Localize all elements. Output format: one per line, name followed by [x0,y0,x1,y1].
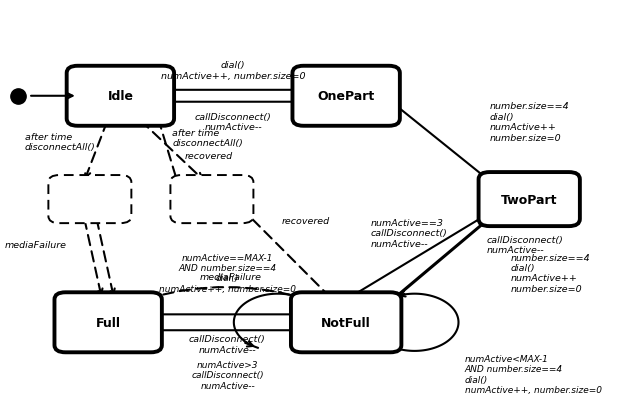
Text: numActive==MAX-1
AND number.size==4
dial()
numActive++, number.size=0: numActive==MAX-1 AND number.size==4 dial… [159,253,296,293]
Text: NotFull: NotFull [321,316,371,329]
Text: callDisconnect()
numActive--: callDisconnect() numActive-- [195,113,272,132]
Text: number.size==4
dial()
numActive++
number.size=0: number.size==4 dial() numActive++ number… [511,253,590,293]
Text: number.size==4
dial()
numActive++
number.size=0: number.size==4 dial() numActive++ number… [490,102,569,142]
FancyBboxPatch shape [478,173,580,226]
Text: numActive>3
callDisconnect()
numActive--: numActive>3 callDisconnect() numActive-- [191,360,264,390]
FancyBboxPatch shape [291,292,401,352]
FancyBboxPatch shape [67,66,174,126]
Text: callDisconnect()
numActive--: callDisconnect() numActive-- [487,236,563,255]
Text: callDisconnect()
numActive--: callDisconnect() numActive-- [189,335,265,354]
FancyBboxPatch shape [293,66,400,126]
Text: recovered: recovered [185,151,233,160]
FancyBboxPatch shape [49,176,131,224]
FancyBboxPatch shape [171,176,253,224]
Text: Full: Full [95,316,121,329]
Text: Idle: Idle [107,90,133,103]
Text: numActive==3
callDisconnect()
numActive--: numActive==3 callDisconnect() numActive-… [370,218,447,248]
Text: mediaFailure: mediaFailure [4,241,66,249]
Text: after time
disconnectAll(): after time disconnectAll() [173,128,243,148]
Text: OnePart: OnePart [317,90,375,103]
Text: TwoPart: TwoPart [501,193,557,206]
Text: mediaFailure: mediaFailure [199,273,261,281]
FancyBboxPatch shape [54,292,162,352]
Text: numActive<MAX-1
AND number.size==4
dial()
numActive++, number.size=0: numActive<MAX-1 AND number.size==4 dial(… [465,354,602,394]
Text: recovered: recovered [282,217,330,226]
Text: dial()
numActive++, number.size=0: dial() numActive++, number.size=0 [161,61,305,81]
Text: after time
disconnectAll(): after time disconnectAll() [25,132,95,152]
